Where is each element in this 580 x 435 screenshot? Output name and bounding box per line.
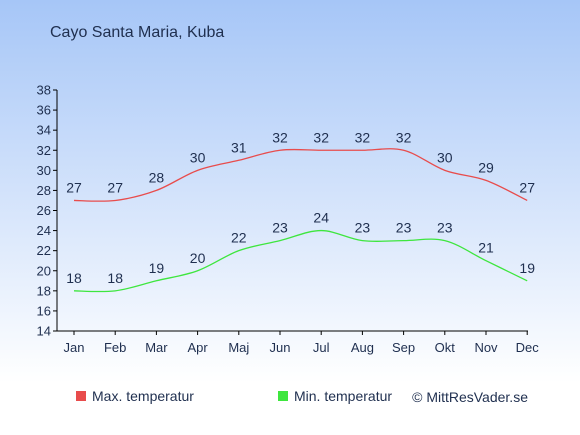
y-tick-label: 20 — [37, 263, 51, 278]
data-label: 32 — [272, 129, 288, 145]
series-line — [73, 148, 528, 202]
y-tick-label: 36 — [37, 103, 51, 118]
legend: Max. temperatur Min. temperatur — [76, 388, 392, 404]
data-label: 18 — [66, 270, 82, 286]
legend-swatch — [278, 391, 288, 401]
data-label: 31 — [231, 139, 247, 155]
y-tick-label: 26 — [37, 203, 51, 218]
legend-swatch — [76, 391, 86, 401]
data-label: 29 — [478, 159, 494, 175]
x-tick-label: Jun — [270, 340, 291, 355]
x-tick-label: Apr — [187, 340, 208, 355]
x-tick-label: Nov — [474, 340, 498, 355]
data-label: 32 — [313, 129, 329, 145]
x-tick-label: Jul — [313, 340, 330, 355]
series-layer: 27 27 28 30 31 32 32 32 32 30 29 27 18 18 19 20 22 23 24 23… — [66, 129, 535, 293]
data-label: 23 — [272, 220, 288, 236]
x-tick-label: Sep — [392, 340, 415, 355]
y-tick-label: 24 — [37, 223, 51, 238]
y-tick-label: 38 — [37, 83, 51, 98]
data-label: 27 — [66, 179, 82, 195]
y-tick-label: 34 — [37, 123, 51, 138]
y-tick-label: 30 — [37, 163, 51, 178]
data-label: 24 — [313, 210, 329, 226]
data-label: 19 — [149, 260, 165, 276]
x-tick-label: Jan — [64, 340, 85, 355]
y-tick-label: 18 — [37, 283, 51, 298]
data-label: 23 — [396, 220, 412, 236]
data-label: 32 — [355, 129, 371, 145]
x-tick-label: Okt — [435, 340, 456, 355]
data-label: 28 — [149, 169, 165, 185]
credit-text: © MittResVader.se — [412, 389, 528, 405]
x-tick-label: Dec — [516, 340, 540, 355]
y-tick-label: 32 — [37, 143, 51, 158]
data-label: 19 — [519, 260, 535, 276]
data-label: 30 — [190, 149, 206, 165]
y-tick-label: 16 — [37, 303, 51, 318]
y-tick-label: 28 — [37, 183, 51, 198]
axes: 14 16 18 20 22 24 26 28 30 32 34 36 38 Jan Feb Mar Apr Ma… — [37, 83, 540, 356]
data-label: 22 — [231, 230, 247, 246]
data-label: 23 — [355, 220, 371, 236]
y-tick-label: 14 — [37, 324, 51, 339]
legend-label: Max. temperatur — [92, 388, 194, 404]
data-label: 21 — [478, 240, 494, 256]
legend-label: Min. temperatur — [294, 388, 392, 404]
chart-title: Cayo Santa Maria, Kuba — [50, 24, 224, 41]
series-line — [73, 229, 528, 293]
data-label: 27 — [107, 179, 123, 195]
y-tick-label: 22 — [37, 243, 51, 258]
data-label: 32 — [396, 129, 412, 145]
data-label: 23 — [437, 220, 453, 236]
x-tick-label: Feb — [104, 340, 126, 355]
x-tick-label: Mar — [145, 340, 168, 355]
data-label: 20 — [190, 250, 206, 266]
data-label: 30 — [437, 149, 453, 165]
x-tick-label: Maj — [228, 340, 249, 355]
x-tick-label: Aug — [351, 340, 374, 355]
data-label: 18 — [107, 270, 123, 286]
data-label: 27 — [519, 179, 535, 195]
